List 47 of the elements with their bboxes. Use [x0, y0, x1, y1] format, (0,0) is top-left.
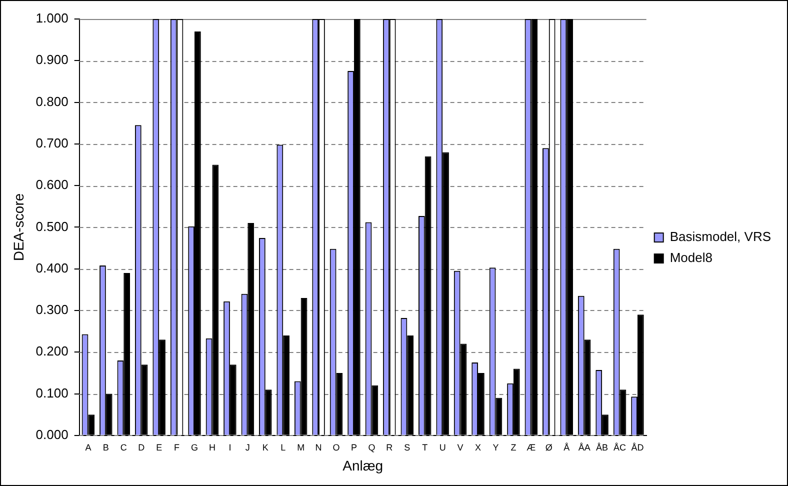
y-tick-label: 0.300 — [36, 302, 68, 318]
x-tick-label: I — [228, 442, 232, 452]
x-tick-label: Q — [368, 442, 376, 452]
x-tick-label: ÅA — [578, 442, 590, 452]
x-tick-label: C — [120, 442, 128, 452]
x-tick-label: S — [404, 442, 410, 452]
x-tick-label: H — [208, 442, 216, 452]
y-tick-label: 0.100 — [36, 385, 68, 400]
y-tick-label: 0.400 — [36, 260, 68, 276]
x-tick-label: ÅD — [631, 442, 644, 452]
x-tick-label: Å — [564, 442, 570, 452]
y-tick-label: 1.000 — [36, 10, 68, 26]
y-tick-label: 0.000 — [36, 426, 68, 442]
x-tick-label: Æ — [526, 442, 536, 452]
x-tick-label: Z — [510, 442, 517, 452]
x-tick-label: A — [85, 442, 92, 452]
x-tick-label: N — [315, 442, 322, 452]
x-tick-label: J — [245, 442, 250, 452]
y-tick-label: 0.700 — [36, 136, 68, 150]
x-tick-label: B — [102, 442, 109, 452]
y-tick-label: 0.500 — [36, 218, 68, 234]
y-axis-title: DEA-score — [10, 193, 26, 262]
x-tick-label: K — [262, 442, 268, 452]
x-tick-label: U — [439, 442, 446, 452]
x-tick-label: Ø — [545, 442, 552, 452]
x-tick-label: ÅC — [614, 442, 627, 452]
y-tick-label: 0.200 — [36, 344, 68, 359]
y-tick-label: 0.900 — [36, 52, 68, 68]
x-tick-label: Y — [492, 442, 499, 452]
x-tick-label: R — [386, 442, 394, 452]
x-axis-title: Anlæg — [342, 457, 384, 474]
x-tick-label: F — [174, 442, 180, 452]
x-tick-label: L — [280, 442, 286, 452]
y-tick-label: 0.800 — [36, 94, 68, 109]
y-tick-label: 0.600 — [36, 177, 68, 192]
x-tick-label: M — [297, 442, 305, 452]
x-tick-label: T — [422, 442, 428, 452]
legend-label: Basismodel, VRS — [670, 229, 772, 244]
x-tick-label: V — [457, 442, 464, 452]
x-tick-label: O — [332, 442, 340, 452]
x-tick-label: P — [350, 442, 357, 452]
x-tick-label: E — [156, 442, 162, 452]
x-tick-label: X — [475, 442, 482, 452]
x-tick-label: ÅB — [596, 442, 608, 452]
x-tick-label: G — [191, 442, 198, 452]
legend-label: Model8 — [670, 250, 712, 266]
x-tick-label: D — [138, 442, 146, 452]
